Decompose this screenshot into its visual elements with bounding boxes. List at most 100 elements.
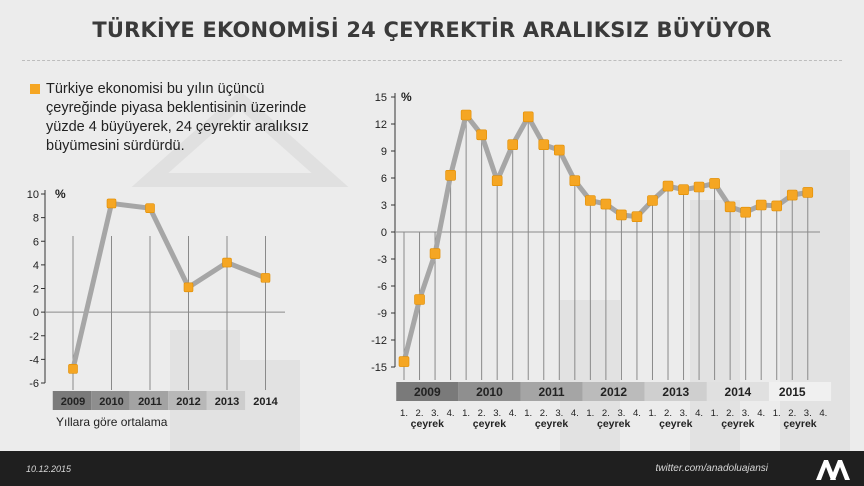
category-cell: [168, 391, 207, 410]
title-divider: [22, 60, 842, 61]
y-tick-label: 10: [27, 189, 39, 201]
y-tick-label: 2: [33, 284, 39, 296]
year-cell: [644, 382, 707, 401]
quarter-label: 2.: [540, 408, 548, 419]
intro-text: Türkiye ekonomisi bu yılın üçüncü çeyreğ…: [46, 81, 309, 154]
category-cell: [245, 391, 284, 410]
footer-twitter-handle: twitter.com/anadoluajansi: [655, 463, 768, 474]
data-point: [740, 206, 751, 218]
year-label: 2014: [725, 385, 752, 399]
data-point: [398, 356, 410, 367]
bg-roof: [131, 90, 349, 187]
data-point: [222, 257, 232, 268]
year-cell: [396, 382, 459, 401]
data-point: [445, 170, 456, 181]
data-point: [260, 273, 271, 283]
year-cell: [458, 382, 521, 401]
data-point: [647, 195, 658, 206]
y-tick-label: 8: [33, 213, 39, 225]
anadolu-logo-icon: [816, 460, 850, 480]
quarter-label: 2.: [478, 408, 486, 419]
quarter-label: 3.: [742, 408, 750, 419]
y-tick-label: -2: [29, 331, 39, 343]
year-label: 2011: [539, 385, 565, 399]
intro-text-block: Türkiye ekonomisi bu yılın üçüncü çeyreğ…: [30, 80, 330, 156]
data-point: [585, 195, 596, 206]
quarter-word-label: çeyrek: [473, 418, 506, 430]
y-unit-label: %: [401, 90, 412, 104]
quarter-label: 3.: [804, 408, 812, 419]
quarter-label: 4.: [447, 408, 455, 419]
annual-growth-chart: 10 8 6 4 2 0 -2 -4 -6% 2009 2010 2011 2012 2013 2014: [27, 187, 285, 410]
category-cell: [206, 391, 246, 410]
y-tick-label: -12: [371, 335, 387, 347]
y-tick-label: -3: [377, 254, 387, 266]
category-cell: [91, 391, 130, 410]
year-cell: [706, 382, 769, 401]
y-tick-label: 12: [375, 119, 387, 131]
category-label: 2012: [176, 396, 200, 408]
quarter-label: 1.: [711, 408, 719, 419]
data-point: [616, 209, 627, 221]
data-point: [802, 187, 814, 198]
data-point: [678, 184, 689, 195]
y-tick-label: -4: [29, 354, 39, 366]
category-label: 2014: [253, 396, 278, 408]
y-tick-label: 0: [33, 307, 39, 319]
data-point: [553, 144, 565, 156]
data-point: [68, 364, 78, 374]
quarter-word-label: çeyrek: [411, 418, 444, 430]
quarter-label: 3.: [493, 408, 501, 419]
y-tick-label: 15: [375, 92, 387, 104]
data-point: [755, 199, 767, 211]
y-tick-label: 6: [33, 236, 39, 248]
y-tick-label: 4: [33, 260, 39, 272]
y-tick-label: -6: [377, 281, 387, 293]
year-label: 2012: [600, 385, 627, 399]
year-cell: [768, 382, 832, 401]
year-label: 2009: [414, 385, 441, 399]
page-title: TÜRKİYE EKONOMİSİ 24 ÇEYREKTİR ARALIKSIZ…: [92, 18, 772, 42]
data-point: [631, 211, 643, 222]
data-point: [600, 198, 612, 210]
data-point: [662, 180, 674, 192]
y-tick-label: -6: [29, 378, 39, 390]
y-tick-label: 0: [381, 227, 387, 239]
quarter-label: 1.: [773, 408, 781, 419]
data-point: [693, 181, 705, 193]
quarter-label: 3.: [431, 408, 439, 419]
quarter-word-label: çeyrek: [659, 418, 692, 430]
category-cell: [52, 391, 92, 410]
category-label: 2010: [99, 396, 123, 408]
bullet-square-icon: [30, 84, 40, 94]
y-tick-label: -15: [371, 362, 387, 374]
series-line: [70, 200, 267, 370]
data-point: [569, 175, 581, 186]
quarter-label: 2.: [726, 408, 734, 419]
bg-building: [170, 330, 240, 451]
data-point: [771, 200, 783, 212]
year-cell: [520, 382, 583, 401]
data-point: [522, 111, 534, 123]
quarter-label: 2.: [602, 408, 610, 419]
data-point: [786, 189, 798, 201]
quarter-label: 4.: [509, 408, 517, 419]
year-cell: [582, 382, 645, 401]
category-cell: [129, 391, 169, 410]
annual-chart-caption: Yıllara göre ortalama: [56, 415, 168, 429]
quarter-label: 2.: [664, 408, 672, 419]
y-tick-label: -9: [377, 308, 387, 320]
category-label: 2011: [138, 396, 162, 408]
y-tick-label: 6: [381, 173, 387, 185]
quarter-word-label: çeyrek: [535, 418, 568, 430]
quarter-label: 1.: [462, 408, 470, 419]
quarter-word-label: çeyrek: [783, 418, 816, 430]
quarter-label: 2.: [416, 408, 424, 419]
data-point: [106, 198, 117, 209]
quarter-word-label: çeyrek: [721, 418, 754, 430]
year-label: 2013: [662, 385, 689, 399]
data-point: [429, 248, 441, 259]
quarter-label: 4.: [695, 408, 703, 419]
quarter-word-label: çeyrek: [597, 418, 630, 430]
quarter-label: 2.: [788, 408, 796, 419]
